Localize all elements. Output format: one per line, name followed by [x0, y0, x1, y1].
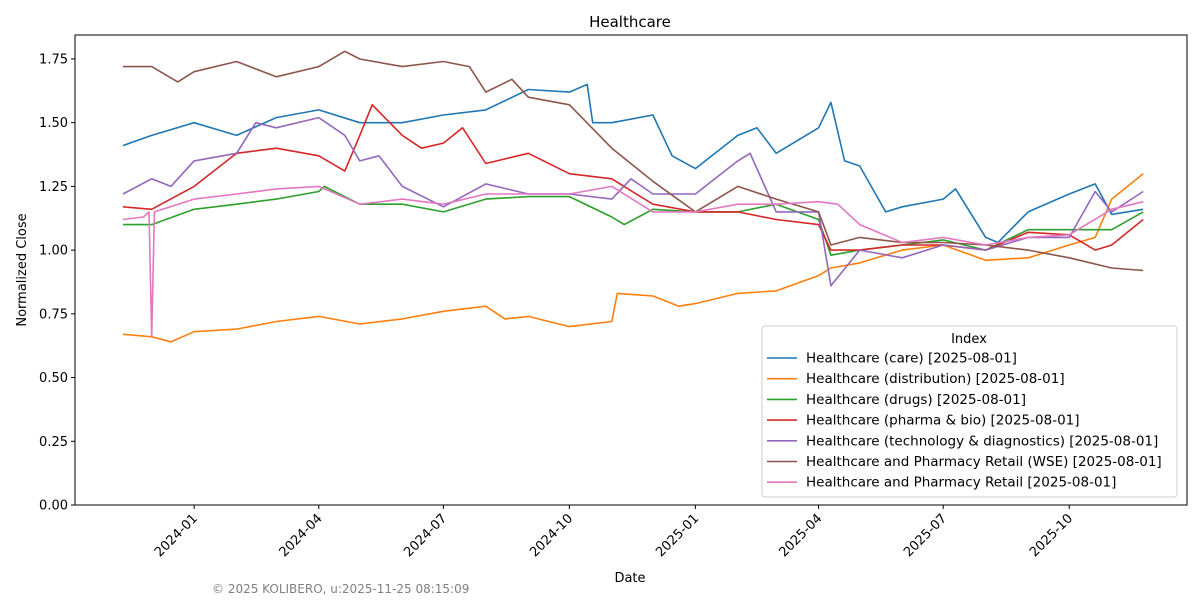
- series-line: [122, 104, 1144, 251]
- x-tick-label: 2024-01: [152, 511, 201, 560]
- series-line: [122, 50, 1144, 272]
- legend-entry: Healthcare (drugs) [2025-08-01]: [806, 392, 1026, 408]
- y-tick-label: 0.50: [39, 371, 68, 386]
- x-tick-label: 2025-04: [776, 511, 825, 560]
- series-line: [122, 185, 1144, 338]
- series-line: [122, 116, 1144, 287]
- y-tick-label: 0.75: [39, 307, 68, 322]
- x-axis: 2024-01 2024-04 2024-07 2024-10 2025-01 2025-…: [152, 505, 1076, 560]
- y-tick-label: 1.25: [39, 180, 68, 195]
- y-axis: 0.00 0.25 0.50 0.75 1.00 1.25 1.50 1.75: [39, 52, 75, 514]
- legend-entry: Healthcare and Pharmacy Retail (WSE) [20…: [806, 454, 1162, 470]
- y-axis-label: Normalized Close: [15, 213, 30, 326]
- plot-lines: [122, 50, 1144, 343]
- copyright-footer: © 2025 KOLIBERO, u:2025-11-25 08:15:09: [212, 582, 470, 596]
- legend-entry: Healthcare (pharma & bio) [2025-08-01]: [806, 413, 1080, 429]
- y-tick-label: 1.75: [39, 52, 68, 67]
- x-axis-label: Date: [614, 571, 645, 586]
- y-tick-label: 0.00: [39, 499, 68, 514]
- x-tick-label: 2024-07: [401, 511, 450, 560]
- x-tick-label: 2025-10: [1027, 511, 1076, 560]
- x-tick-label: 2025-07: [901, 511, 950, 560]
- plot-frame: [74, 34, 1188, 506]
- y-tick-label: 1.00: [39, 244, 68, 259]
- x-tick-label: 2024-10: [527, 511, 576, 560]
- series-line: [122, 173, 1144, 343]
- series-line: [122, 83, 1144, 244]
- chart-title: Healthcare: [589, 13, 671, 31]
- legend-entry: Healthcare (care) [2025-08-01]: [806, 351, 1017, 367]
- y-tick-label: 0.25: [39, 435, 68, 450]
- legend-title: Index: [951, 332, 987, 347]
- x-tick-label: 2024-04: [277, 511, 326, 560]
- legend: Index Healthcare (care) [2025-08-01] Heal…: [761, 325, 1178, 498]
- legend-entry: Healthcare (distribution) [2025-08-01]: [806, 371, 1065, 387]
- legend-entry: Healthcare (technology & diagnostics) [2…: [806, 433, 1158, 449]
- y-tick-label: 1.50: [39, 116, 68, 131]
- x-tick-label: 2025-01: [653, 511, 702, 560]
- legend-entry: Healthcare and Pharmacy Retail [2025-08-…: [806, 475, 1116, 491]
